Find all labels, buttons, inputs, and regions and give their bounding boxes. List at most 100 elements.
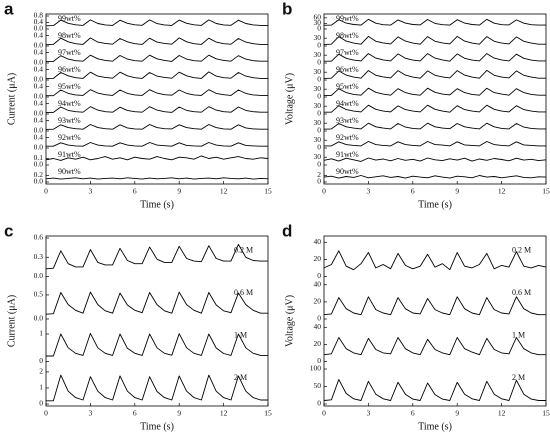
x-axis-label: Time (s) [140,421,174,432]
y-tick-label: 20 [314,339,322,348]
trace [323,250,547,271]
y-tick-label: 0 [317,41,321,50]
panel-label: b [282,0,292,18]
trace-label: 95wt% [58,82,81,91]
x-tick-label: 9 [177,409,181,418]
plot-frame [45,235,269,407]
y-tick-label: 0.5 [34,290,44,299]
y-tick-label: 0.8 [34,11,44,20]
trace [45,291,268,315]
trace [46,54,268,62]
y-tick-label: 0.4 [34,132,44,141]
y-tick-label: 0.0 [34,271,44,280]
y-tick-label: 0.4 [34,81,44,90]
y-tick-label: 60 [314,13,322,22]
y-tick-label: 30 [314,50,322,59]
x-tick-label: 9 [455,409,459,418]
trace-label: 0.2 M [512,246,531,255]
y-tick-label: 0 [317,92,321,101]
trace-label: 98wt% [58,31,81,40]
trace-label: 1 M [234,331,247,340]
y-tick-label: 0.0 [34,314,44,323]
y-tick-label: 0 [317,24,321,33]
trace-label: 2 M [512,373,525,382]
y-tick-label: 0.0 [34,177,44,186]
x-tick-label: 3 [367,409,371,418]
x-tick-label: 12 [498,409,506,418]
plot-frame [45,13,269,185]
y-tick-label: 30 [314,101,322,110]
x-axis-label: Time (s) [418,199,452,210]
y-axis-label: Voltage (μV) [284,73,295,125]
trace-label: 0.2 M [234,246,253,255]
trace [323,69,546,79]
y-tick-label: 0 [317,126,321,135]
y-tick-label: 30 [314,118,322,127]
x-tick-label: 0 [44,409,48,418]
x-tick-label: 15 [542,409,550,418]
y-tick-label: 100 [310,364,322,373]
panel-label: a [4,0,14,18]
trace [45,37,268,46]
y-tick-label: 50 [314,381,322,390]
y-axis-label: Voltage (μV) [284,295,295,347]
x-tick-label: 15 [264,187,272,196]
y-tick-label: 0.4 [34,47,44,56]
x-tick-label: 0 [44,187,48,196]
trace-label: 91wt% [58,150,81,159]
y-tick-label: 0.0 [34,41,44,50]
trace [45,177,269,180]
trace-label: 96wt% [336,65,359,74]
trace [324,87,546,96]
trace [323,337,546,356]
x-tick-label: 9 [177,187,181,196]
y-tick-label: 0.6 [34,233,44,242]
x-axis-label: Time (s) [140,199,174,210]
y-tick-label: 30 [314,67,322,76]
trace-label: 97wt% [58,48,81,57]
x-axis-label: Time (s) [418,421,452,432]
trace [45,19,268,27]
trace [45,124,268,130]
trace-label: 91wt% [336,150,359,159]
x-tick-label: 6 [411,187,415,196]
y-tick-label: 0 [317,314,321,323]
y-tick-label: 20 [314,254,322,263]
y-tick-label: 0.4 [34,64,44,73]
trace-label: 95wt% [336,82,359,91]
y-tick-label: 30 [314,135,322,144]
trace [323,157,547,162]
trace-label: 2 M [234,373,247,382]
trace [45,243,268,270]
x-tick-label: 6 [411,409,415,418]
trace-label: 92wt% [58,133,81,142]
x-tick-label: 12 [220,187,228,196]
y-tick-label: 2 [317,170,321,179]
y-tick-label: 0.0 [34,143,44,152]
y-tick-label: 30 [314,33,322,42]
y-tick-label: 0.4 [34,17,44,26]
y-axis-label: Current (μA) [6,295,17,347]
trace [324,53,546,62]
trace-label: 98wt% [336,31,359,40]
trace-label: 97wt% [336,48,359,57]
trace-label: 99wt% [336,14,359,23]
x-tick-label: 6 [133,187,137,196]
y-tick-label: 30 [314,152,322,161]
trace [46,106,268,113]
y-tick-label: 0.4 [34,98,44,107]
y-tick-label: 0 [317,75,321,84]
y-tick-label: 0 [317,271,321,280]
y-tick-label: 0.0 [34,126,44,135]
y-tick-label: 0 [317,143,321,152]
plot-frame [323,13,547,185]
panel-label: d [282,221,292,240]
y-tick-label: 0.0 [34,160,44,169]
trace [323,296,546,316]
y-tick-label: 0.0 [34,92,44,101]
trace [323,18,546,26]
trace-label: 94wt% [336,99,359,108]
y-tick-label: 1 [39,383,43,392]
x-tick-label: 0 [322,409,326,418]
y-tick-label: 0.1 [34,153,44,162]
